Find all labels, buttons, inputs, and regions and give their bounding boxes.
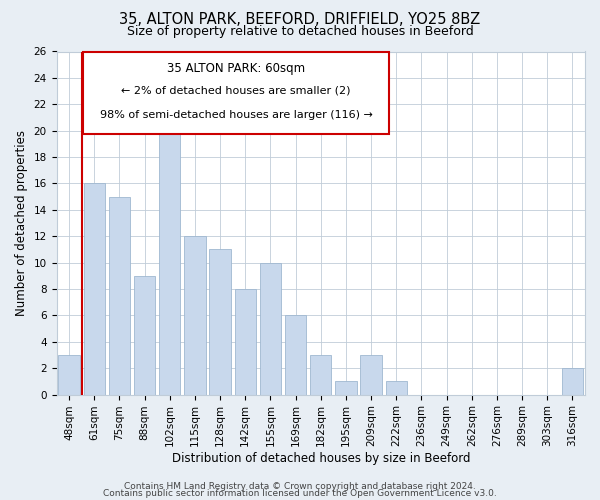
Text: Size of property relative to detached houses in Beeford: Size of property relative to detached ho… — [127, 25, 473, 38]
Bar — [335, 382, 356, 394]
Bar — [209, 250, 231, 394]
X-axis label: Distribution of detached houses by size in Beeford: Distribution of detached houses by size … — [172, 452, 470, 465]
Bar — [184, 236, 206, 394]
Text: ← 2% of detached houses are smaller (2): ← 2% of detached houses are smaller (2) — [121, 86, 351, 96]
Bar — [562, 368, 583, 394]
Bar — [310, 355, 331, 395]
Bar — [58, 355, 80, 395]
Bar — [361, 355, 382, 395]
Text: 35 ALTON PARK: 60sqm: 35 ALTON PARK: 60sqm — [167, 62, 305, 75]
Bar — [235, 289, 256, 395]
Bar — [134, 276, 155, 394]
Text: Contains public sector information licensed under the Open Government Licence v3: Contains public sector information licen… — [103, 488, 497, 498]
FancyBboxPatch shape — [83, 52, 389, 134]
Bar — [260, 262, 281, 394]
Text: 35, ALTON PARK, BEEFORD, DRIFFIELD, YO25 8BZ: 35, ALTON PARK, BEEFORD, DRIFFIELD, YO25… — [119, 12, 481, 28]
Bar — [83, 184, 105, 394]
Text: Contains HM Land Registry data © Crown copyright and database right 2024.: Contains HM Land Registry data © Crown c… — [124, 482, 476, 491]
Bar — [285, 316, 306, 394]
Y-axis label: Number of detached properties: Number of detached properties — [15, 130, 28, 316]
Text: 98% of semi-detached houses are larger (116) →: 98% of semi-detached houses are larger (… — [100, 110, 373, 120]
Bar — [386, 382, 407, 394]
Bar — [109, 196, 130, 394]
Bar — [159, 118, 181, 394]
